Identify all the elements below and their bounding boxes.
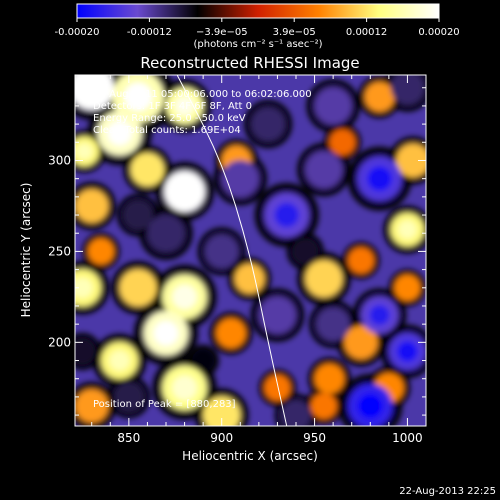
heatmap-blob: [119, 269, 157, 307]
x-tick-label: 900: [210, 431, 233, 445]
heatmap-blob-core: [397, 341, 418, 362]
heatmap-blob-core: [398, 220, 417, 239]
y-axis-label: Heliocentric Y (arcsec): [19, 183, 33, 318]
heatmap-blob-core: [123, 82, 153, 112]
y-tick-label: 300: [48, 153, 71, 167]
heatmap-blob-core: [358, 393, 383, 419]
info-line-2: Detectors: 1F 3F 4F 6F 8F, Att 0: [93, 101, 252, 112]
x-tick-label: 1000: [392, 431, 423, 445]
heatmap-blob: [192, 349, 215, 372]
heatmap-blob-core: [173, 180, 196, 203]
heatmap-blob: [234, 263, 265, 294]
heatmap-blob: [310, 392, 337, 419]
info-line-1: 11-Aug-2011 05:00:06.000 to 06:02:06.000: [93, 89, 312, 100]
heatmap-blob: [329, 129, 356, 156]
heatmap-blob-core: [274, 202, 299, 228]
x-axis-label: Heliocentric X (arcsec): [182, 449, 318, 463]
heatmap-blob-core: [172, 284, 197, 310]
info-text: 11-Aug-2011 05:00:06.000 to 06:02:06.000…: [93, 89, 312, 136]
heatmap-blob: [364, 81, 395, 112]
axis-ticks: 850 900 950 1000 200 250 300: [48, 75, 427, 445]
y-tick-label: 200: [48, 335, 71, 349]
heatmap-blob: [281, 400, 311, 426]
heatmap-blob-core: [76, 143, 93, 160]
heatmap-blob: [75, 189, 109, 223]
heatmap-blob-core: [367, 166, 392, 191]
heatmap-blob: [314, 363, 345, 394]
peak-position-label: Position of Peak = [880,283]: [93, 399, 236, 410]
heatmap-blob-core: [172, 375, 197, 401]
heatmap-blob: [251, 107, 285, 141]
heatmap-blob: [123, 200, 153, 230]
heatmap-blob: [264, 374, 291, 401]
heatmap-blob: [88, 238, 114, 265]
heatmap-blob: [114, 382, 144, 412]
heatmap-blob: [390, 75, 425, 105]
heatmap-blob: [216, 318, 246, 349]
plot-frame: [74, 74, 427, 427]
heatmap-blob: [394, 274, 421, 301]
heatmap-blob-core: [109, 350, 130, 371]
heatmap-blob-core: [79, 75, 104, 100]
colorbar-tick-label: -0.00012: [127, 27, 172, 38]
colorbar-tick-label: 3.9e−05: [273, 27, 316, 38]
heatmap-blob: [203, 396, 241, 426]
colorbar-tick-label: −3.9e−05: [196, 27, 248, 38]
heatmap-blob-core: [153, 320, 179, 346]
colorbar-ticks: -0.00020 -0.00012 −3.9e−05 3.9e−05 0.00012 0.…: [55, 18, 460, 38]
info-line-3: Energy Range: 25.0 - 50.0 keV: [93, 113, 246, 124]
heatmap-cells: [75, 75, 426, 426]
timestamp: 22-Aug-2013 22:25: [399, 486, 496, 497]
heatmap-blob-core: [369, 304, 390, 326]
plot-area: 850 900 950 1000 200 250 300 11-Aug-2011 05:00…: [48, 74, 427, 445]
chart-title: Reconstructed RHESSI Image: [140, 54, 359, 72]
heatmap-blob: [75, 338, 96, 365]
heatmap-blob: [205, 234, 239, 269]
heatmap-blob: [258, 296, 296, 334]
colorbar-units: (photons cm⁻² s⁻¹ asec⁻²): [193, 39, 322, 50]
colorbar-tick-label: 0.00020: [418, 27, 459, 38]
solar-limb-line: [176, 75, 288, 426]
heatmap-blob: [305, 260, 343, 298]
heatmap-blob: [75, 389, 109, 423]
heatmap-blob-core: [107, 120, 132, 146]
heatmap-blob-core: [174, 95, 195, 117]
heatmap-blob-core: [75, 277, 93, 298]
y-tick-label: 250: [48, 244, 71, 258]
heatmap-blob: [147, 214, 185, 252]
colorbar: -0.00020 -0.00012 −3.9e−05 3.9e−05 0.00012 0.…: [55, 3, 460, 50]
heatmap-blob: [305, 150, 343, 189]
colorbar-tick-label: 0.00012: [346, 27, 387, 38]
heatmap-blob: [221, 160, 259, 198]
colorbar-gradient: [76, 3, 440, 19]
x-tick-label: 850: [117, 431, 140, 445]
colorbar-tick-label: -0.00020: [55, 27, 100, 38]
x-tick-label: 950: [303, 431, 326, 445]
heatmap-blob: [316, 307, 350, 341]
heatmap-blob: [314, 87, 352, 125]
info-line-4: Clean Total counts: 1.69E+04: [93, 125, 241, 136]
heatmap-blob: [292, 238, 319, 265]
heatmap-blob: [344, 325, 378, 360]
heatmap-blob: [130, 152, 165, 187]
heatmap-blob: [348, 247, 374, 274]
heatmap-blob: [396, 143, 426, 178]
